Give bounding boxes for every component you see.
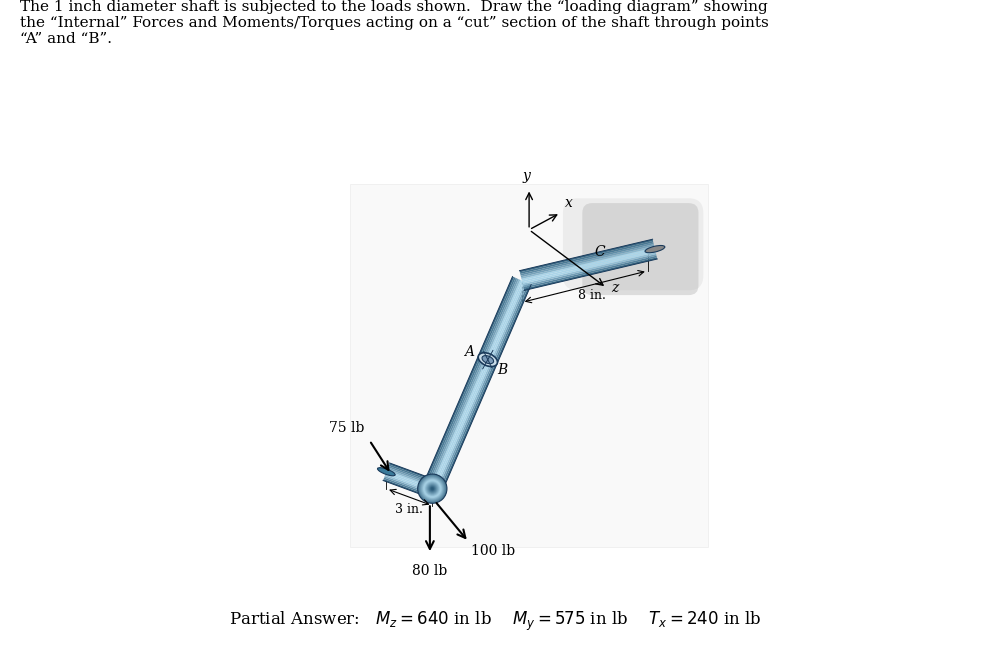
Polygon shape (389, 463, 436, 481)
Ellipse shape (645, 245, 665, 252)
Polygon shape (523, 250, 655, 284)
FancyBboxPatch shape (350, 184, 708, 547)
Text: 3 in.: 3 in. (395, 503, 424, 516)
Polygon shape (425, 277, 516, 486)
Polygon shape (428, 279, 519, 487)
Polygon shape (523, 254, 656, 287)
Circle shape (421, 477, 445, 500)
Polygon shape (385, 475, 432, 493)
Polygon shape (433, 281, 524, 489)
Text: y: y (523, 169, 531, 183)
Polygon shape (383, 479, 430, 498)
Polygon shape (520, 239, 653, 272)
Polygon shape (441, 284, 532, 492)
Polygon shape (426, 278, 517, 487)
Circle shape (432, 488, 434, 490)
Text: 100 lb: 100 lb (471, 544, 515, 559)
Circle shape (420, 476, 446, 502)
Ellipse shape (377, 468, 395, 476)
Polygon shape (436, 282, 527, 490)
Circle shape (422, 477, 444, 500)
Polygon shape (437, 283, 528, 491)
Polygon shape (522, 247, 655, 281)
FancyBboxPatch shape (582, 203, 699, 295)
Polygon shape (386, 470, 433, 489)
Text: z: z (612, 281, 619, 295)
Text: x: x (565, 196, 573, 211)
Circle shape (423, 479, 442, 498)
Ellipse shape (482, 356, 494, 364)
Circle shape (430, 486, 435, 491)
Text: C: C (594, 245, 605, 258)
Text: 75 lb: 75 lb (330, 421, 364, 436)
Text: A: A (464, 345, 474, 358)
Ellipse shape (478, 353, 497, 366)
Polygon shape (522, 249, 655, 283)
Circle shape (424, 481, 441, 497)
Circle shape (425, 481, 440, 496)
Polygon shape (520, 241, 653, 274)
Polygon shape (439, 283, 530, 492)
Circle shape (429, 485, 436, 492)
Circle shape (423, 479, 443, 499)
Polygon shape (384, 476, 431, 494)
Polygon shape (431, 280, 522, 489)
Circle shape (427, 483, 438, 494)
Polygon shape (521, 243, 653, 275)
Polygon shape (523, 252, 656, 286)
Circle shape (431, 487, 435, 490)
Circle shape (418, 474, 446, 504)
Text: The 1 inch diameter shaft is subjected to the loads shown.  Draw the “loading di: The 1 inch diameter shaft is subjected t… (20, 0, 768, 46)
Circle shape (426, 482, 439, 495)
Polygon shape (388, 466, 435, 484)
Text: 80 lb: 80 lb (412, 564, 447, 577)
Polygon shape (384, 477, 430, 496)
Polygon shape (521, 246, 654, 279)
Text: B: B (497, 362, 508, 377)
Polygon shape (387, 469, 434, 487)
Polygon shape (387, 468, 434, 486)
Polygon shape (386, 472, 433, 490)
Text: 8 in.: 8 in. (578, 289, 606, 302)
Circle shape (428, 484, 437, 493)
Polygon shape (388, 464, 435, 483)
Polygon shape (430, 279, 521, 488)
Circle shape (419, 475, 446, 502)
Text: Partial Answer:   $M_z = 640$ in lb    $M_y = 575$ in lb    $T_x = 240$ in lb: Partial Answer: $M_z = 640$ in lb $M_y =… (229, 610, 761, 633)
Polygon shape (385, 473, 432, 492)
Polygon shape (524, 256, 657, 289)
Polygon shape (423, 277, 514, 485)
Polygon shape (524, 258, 657, 290)
Polygon shape (521, 244, 654, 277)
Polygon shape (434, 281, 525, 490)
FancyBboxPatch shape (563, 198, 703, 290)
